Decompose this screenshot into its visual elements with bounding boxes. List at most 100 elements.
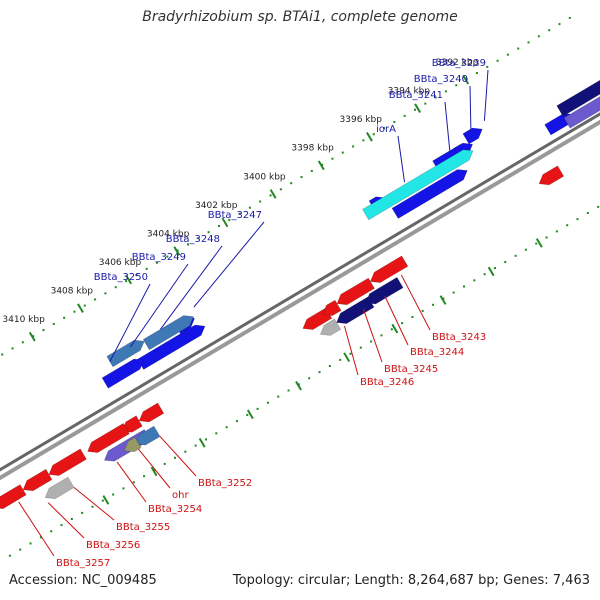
tick-dot (235, 420, 238, 423)
tick-label: 3394 kbp (388, 87, 431, 97)
major-tick (125, 274, 133, 285)
tick-dot (300, 176, 303, 179)
tick-dot (70, 518, 73, 520)
tick-dot (331, 157, 334, 160)
tick-dot (486, 65, 489, 68)
tick-label: 3408 kbp (51, 287, 94, 297)
gene-label: BBta_3255 (116, 522, 170, 533)
tick-dot (483, 273, 486, 276)
label-leader (343, 325, 359, 376)
label-leader (193, 221, 265, 308)
major-tick (414, 103, 422, 114)
major-tick (221, 217, 229, 228)
tick-dot (269, 194, 272, 197)
tick-dot (568, 16, 571, 19)
tick-dot (524, 248, 527, 251)
gene-reverse (22, 468, 53, 492)
gene-label: BBta_3241 (389, 90, 443, 101)
tick-dot (83, 304, 86, 307)
gene-label: BBta_3248 (166, 234, 220, 245)
gene-label: BBta_3244 (410, 347, 464, 358)
gene-features (0, 79, 600, 510)
tick-dot (421, 309, 424, 312)
tick-dot (207, 231, 210, 234)
major-tick-inner (535, 238, 543, 248)
tick-dot (19, 548, 22, 551)
tick-dot (339, 358, 342, 361)
tick-dot (349, 352, 352, 355)
tick-dot (370, 340, 373, 343)
gene-reverse (336, 296, 375, 324)
major-tick-inner (198, 438, 206, 448)
tick-dot (225, 426, 228, 429)
gene-label: ohr (172, 490, 189, 501)
tick-dot (506, 53, 509, 56)
major-tick-inner (150, 466, 158, 477)
tick-dot (403, 114, 406, 117)
tick-dot (238, 212, 241, 215)
label-leader (397, 135, 406, 183)
tick-dot (143, 475, 146, 478)
tick-dot (359, 346, 362, 349)
tick-dot (186, 243, 189, 246)
gene-forward (101, 358, 145, 389)
tick-dot (308, 377, 311, 380)
gene-label: BBta_3243 (432, 332, 486, 343)
tick-dot (555, 230, 558, 233)
tick-dot (504, 260, 507, 263)
major-tick-inner (439, 295, 447, 305)
tick-dot (114, 286, 117, 289)
gene-reverse (135, 425, 161, 446)
tick-dot (91, 505, 94, 508)
genome-summary: Topology: circular; Length: 8,264,687 bp… (232, 573, 590, 588)
gene-reverse (87, 422, 130, 453)
tick-dot (101, 499, 104, 502)
tick-dot (174, 456, 177, 459)
tick-dot (112, 493, 115, 496)
gene-label: BBta_3252 (198, 478, 252, 489)
tick-dot (50, 530, 53, 533)
tick-dot (352, 145, 355, 148)
major-tick-inner (295, 380, 302, 391)
tick-dot (81, 511, 84, 514)
label-leader (160, 245, 223, 330)
gene-reverse (123, 436, 142, 453)
tick-dot (29, 542, 32, 545)
gene-label: BBta_3246 (360, 377, 414, 388)
tick-dot (473, 279, 476, 282)
accession-text: Accession: NC_009485 (9, 573, 157, 588)
gene-forward (563, 96, 600, 129)
gene-label: BBta_3240 (414, 74, 468, 85)
tick-label: 3398 kbp (291, 144, 334, 154)
tick-dot (228, 218, 231, 221)
label-leader (384, 295, 409, 346)
gene-label: BBta_3254 (148, 504, 202, 515)
gene-reverse (336, 277, 375, 306)
tick-dot (434, 96, 437, 99)
tick-dot (60, 524, 63, 527)
tick-dot (73, 310, 76, 313)
tick-dot (444, 90, 447, 93)
tick-dot (341, 151, 344, 154)
gene-reverse (319, 318, 342, 336)
tick-dot (390, 328, 393, 331)
gene-forward (556, 79, 600, 117)
label-leader (47, 502, 85, 539)
label-leader (109, 283, 151, 362)
tick-dot (576, 218, 579, 221)
tick-dot (279, 188, 282, 191)
tick-dot (194, 444, 197, 447)
major-tick (173, 246, 181, 256)
tick-dot (163, 462, 166, 465)
tick-dot (94, 298, 97, 301)
tick-label: 3396 kbp (340, 115, 383, 125)
tick-label: 3400 kbp (243, 172, 286, 182)
major-tick-inner (343, 352, 351, 362)
gene-reverse (365, 276, 404, 305)
major-tick (28, 331, 36, 342)
tick-dot (132, 481, 135, 484)
tick-dot (184, 450, 187, 453)
gene-label: BBta_3245 (384, 364, 438, 375)
label-leader (116, 461, 147, 503)
gene-label: BBta_3247 (208, 210, 262, 221)
